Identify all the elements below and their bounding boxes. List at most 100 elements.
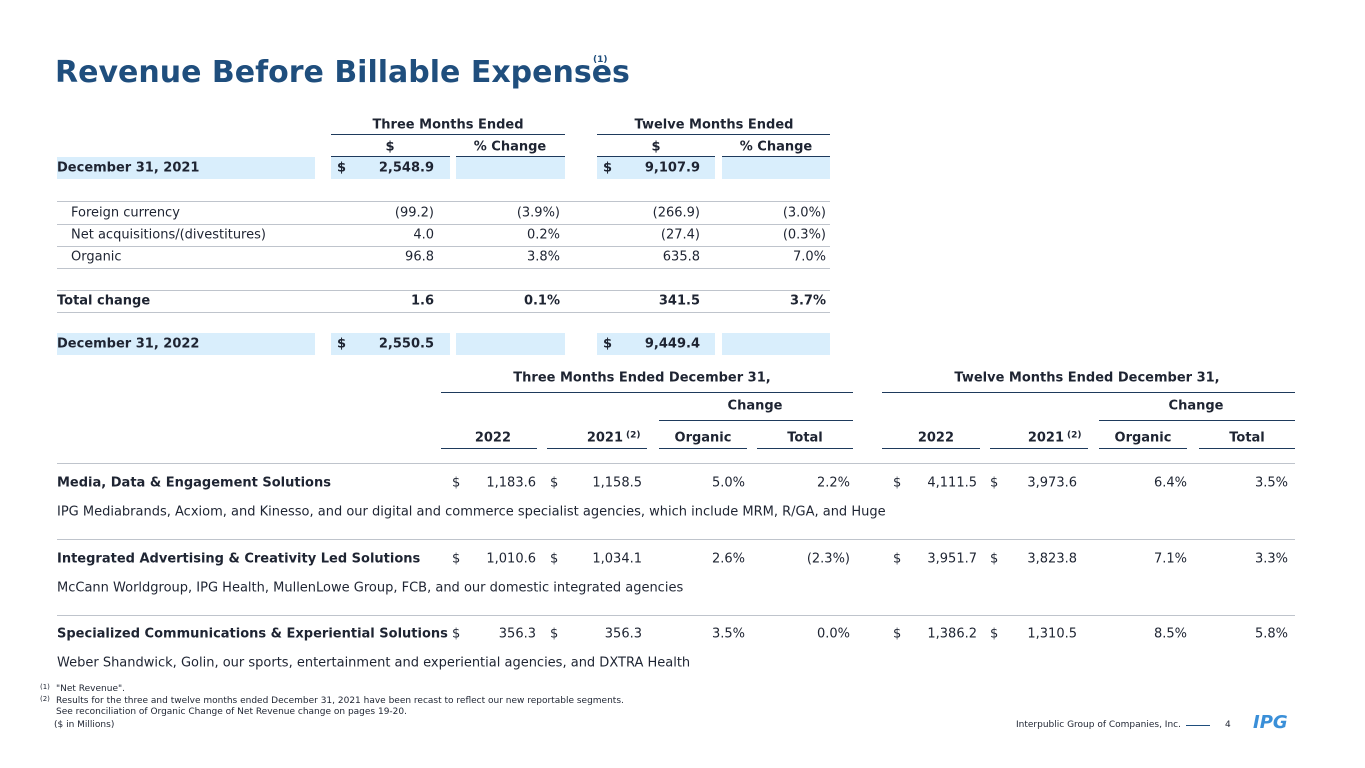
value: 3.5%	[711, 626, 745, 642]
column-header: 2021	[586, 430, 623, 446]
value: 8.5%	[1153, 626, 1187, 642]
title-note: (1)	[593, 55, 608, 65]
logo: IPG	[1253, 712, 1288, 733]
amount: 2,550.5	[378, 336, 434, 352]
currency: $	[452, 475, 461, 491]
value: 1,183.6	[486, 475, 536, 491]
currency: $	[550, 475, 559, 491]
column-header: Organic	[674, 430, 732, 446]
value: 3.3%	[1254, 551, 1288, 567]
footnote-marker: (2)	[40, 695, 50, 703]
amount: 2,548.9	[378, 160, 434, 176]
row-label: December 31, 2021	[57, 160, 200, 176]
value: (2.3%)	[806, 551, 850, 567]
title: Revenue Before Billable Expenses	[55, 55, 630, 90]
percent-change: 3.7%	[789, 293, 826, 309]
company-name: Interpublic Group of Companies, Inc.	[1016, 720, 1181, 730]
value: 3,973.6	[1027, 475, 1077, 491]
footnote-marker: (1)	[40, 683, 50, 691]
column-header: Organic	[1114, 430, 1172, 446]
row-label: December 31, 2022	[57, 336, 200, 352]
change-header: Change	[1168, 398, 1224, 414]
currency: $	[990, 551, 999, 567]
column-note: (2)	[1067, 430, 1082, 441]
percent-change: (3.0%)	[782, 205, 826, 221]
column-header: 2022	[474, 430, 511, 446]
value: 3.5%	[1254, 475, 1288, 491]
value: 5.0%	[711, 475, 745, 491]
currency: $	[603, 160, 613, 176]
amount: 1.6	[410, 293, 434, 309]
change-header: Change	[727, 398, 783, 414]
group-header: Three Months Ended	[372, 117, 524, 133]
segment-description: IPG Mediabrands, Acxiom, and Kinesso, an…	[57, 504, 886, 520]
value: 7.1%	[1153, 551, 1187, 567]
segment-name: Integrated Advertising & Creativity Led …	[57, 551, 421, 567]
value: 4,111.5	[927, 475, 977, 491]
currency: $	[452, 626, 461, 642]
percent-change: 7.0%	[792, 249, 826, 265]
value: 1,386.2	[927, 626, 977, 642]
group-header: Twelve Months Ended	[634, 117, 794, 133]
row-label: Organic	[71, 249, 122, 265]
group-header: Three Months Ended December 31,	[513, 370, 771, 386]
currency: $	[337, 160, 347, 176]
currency: $	[337, 336, 347, 352]
value: 1,010.6	[486, 551, 536, 567]
group-header: Twelve Months Ended December 31,	[954, 370, 1220, 386]
footnote: See reconciliation of Organic Change of …	[56, 707, 407, 717]
percent-change: 0.2%	[526, 227, 560, 243]
row-label: Foreign currency	[71, 205, 180, 221]
value: 0.0%	[816, 626, 850, 642]
currency: $	[452, 551, 461, 567]
amount: 96.8	[405, 249, 434, 265]
percent-change: 0.1%	[523, 293, 560, 309]
currency: $	[550, 551, 559, 567]
amount: (27.4)	[660, 227, 700, 243]
value: 356.3	[498, 626, 536, 642]
value: 1,310.5	[1027, 626, 1077, 642]
column-header: % Change	[739, 139, 813, 155]
value: 3,823.8	[1027, 551, 1077, 567]
page-number: 4	[1225, 720, 1231, 730]
column-note: (2)	[626, 430, 641, 441]
column-header: $	[651, 139, 661, 155]
footnote: "Net Revenue".	[56, 684, 125, 694]
amount: 341.5	[658, 293, 700, 309]
row-label: Total change	[57, 293, 151, 309]
column-header: Total	[787, 430, 823, 446]
currency: $	[603, 336, 613, 352]
value: 1,158.5	[592, 475, 642, 491]
percent-change: (0.3%)	[782, 227, 826, 243]
amount: 4.0	[413, 227, 434, 243]
segment-description: McCann Worldgroup, IPG Health, MullenLow…	[57, 580, 684, 596]
value: 356.3	[604, 626, 642, 642]
currency: $	[893, 475, 902, 491]
currency: $	[893, 551, 902, 567]
footnote: Results for the three and twelve months …	[56, 696, 624, 706]
segment-name: Specialized Communications & Experientia…	[57, 626, 448, 642]
currency: $	[893, 626, 902, 642]
column-header: 2022	[917, 430, 954, 446]
amount: (266.9)	[652, 205, 700, 221]
percent-change: (3.9%)	[516, 205, 560, 221]
currency: $	[550, 626, 559, 642]
value: 6.4%	[1153, 475, 1187, 491]
segment-description: Weber Shandwick, Golin, our sports, ente…	[57, 655, 691, 671]
amount: 9,107.9	[644, 160, 700, 176]
segment-name: Media, Data & Engagement Solutions	[57, 475, 331, 491]
value: 1,034.1	[592, 551, 642, 567]
column-header: 2021	[1027, 430, 1064, 446]
column-header: Total	[1229, 430, 1265, 446]
column-header: $	[385, 139, 395, 155]
value: 2.2%	[816, 475, 850, 491]
value: 2.6%	[711, 551, 745, 567]
value: 5.8%	[1254, 626, 1288, 642]
currency: $	[990, 475, 999, 491]
amount: 9,449.4	[644, 336, 700, 352]
amount: (99.2)	[394, 205, 434, 221]
value: 3,951.7	[927, 551, 977, 567]
amount: 635.8	[662, 249, 700, 265]
percent-change: 3.8%	[526, 249, 560, 265]
